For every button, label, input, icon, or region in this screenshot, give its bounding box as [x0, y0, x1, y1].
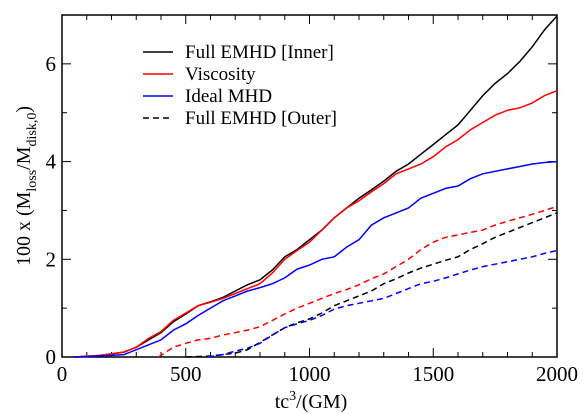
x-tick-label: 2000: [536, 362, 578, 386]
legend-label: Viscosity: [185, 64, 256, 85]
x-tick-label: 0: [57, 362, 68, 386]
x-tick-label: 1500: [412, 362, 454, 386]
legend-label: Full EMHD [Inner]: [185, 42, 334, 63]
y-tick-label: 4: [46, 150, 57, 174]
axis-ticks: 0 500 1000 1500 2000 0 2 4 6: [46, 14, 578, 386]
x-tick-label: 1000: [289, 362, 331, 386]
series-line-2: [74, 90, 558, 358]
y-axis-label: 100 x (Mloss/Mdisk,0): [13, 106, 40, 266]
y-tick-label: 0: [46, 345, 57, 369]
series-line-3: [74, 160, 558, 358]
x-axis-label: tc3/(GM): [275, 389, 348, 413]
legend-label: Full EMHD [Outer]: [185, 108, 337, 129]
plot-frame: [61, 14, 558, 358]
legend-label: Ideal MHD: [185, 86, 272, 107]
series-line-6: [207, 249, 558, 358]
y-tick-label: 6: [46, 52, 57, 76]
y-tick-label: 2: [46, 247, 57, 271]
series-line-1: [74, 15, 558, 358]
series-group: [74, 15, 558, 358]
series-line-4: [185, 212, 558, 358]
x-tick-label: 500: [170, 362, 202, 386]
series-line-5: [158, 205, 558, 358]
